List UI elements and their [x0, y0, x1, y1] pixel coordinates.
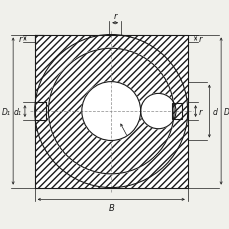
Text: r: r	[198, 107, 201, 116]
Circle shape	[48, 49, 173, 174]
Bar	[35, 35, 187, 188]
Text: d: d	[211, 107, 216, 116]
Text: D₁: D₁	[1, 107, 10, 116]
Bar	[171, 104, 181, 119]
Text: r: r	[18, 35, 22, 44]
Circle shape	[48, 49, 173, 174]
Text: B: B	[108, 203, 114, 212]
Circle shape	[140, 94, 175, 129]
Circle shape	[82, 82, 140, 141]
Text: r: r	[198, 35, 201, 44]
Bar	[35, 35, 187, 188]
Text: r: r	[113, 12, 116, 21]
Text: d₁: d₁	[14, 107, 22, 116]
Bar	[35, 35, 187, 188]
Text: r: r	[128, 134, 132, 143]
Bar	[171, 104, 181, 119]
Text: D: D	[223, 107, 229, 116]
Bar	[171, 104, 181, 119]
